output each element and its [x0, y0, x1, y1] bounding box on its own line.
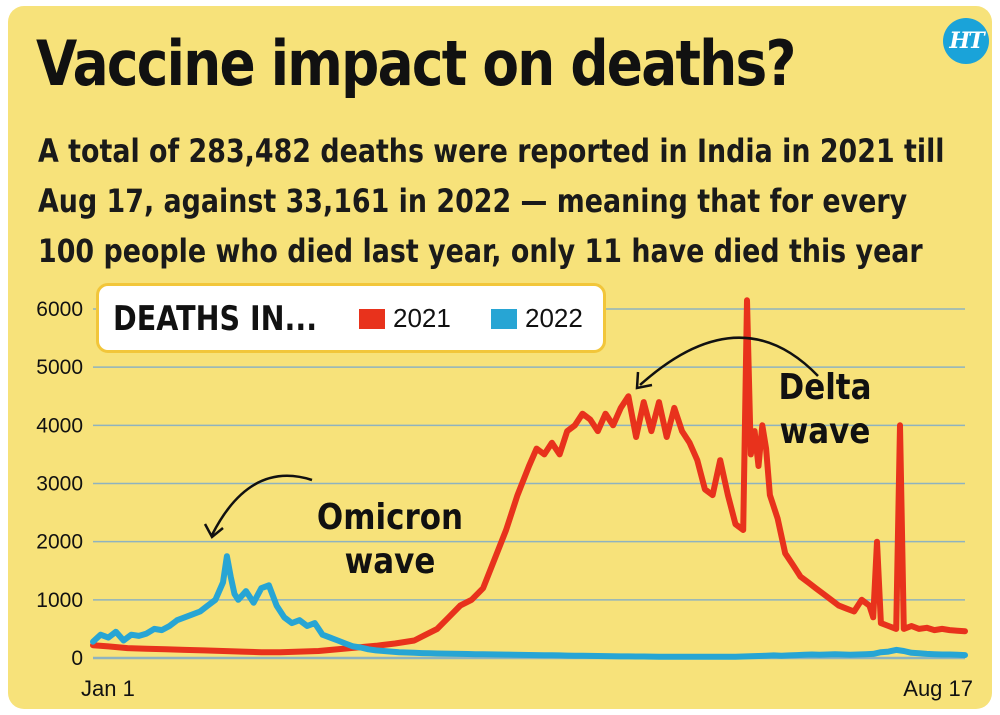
y-axis-ticks: 0 1000 2000 3000 4000 5000 6000 — [36, 298, 83, 670]
y-tick-label: 3000 — [36, 473, 83, 496]
x-tick-label: Jan 1 — [81, 676, 135, 701]
infographic-card: HT Vaccine impact on deaths? A total of … — [8, 6, 992, 709]
x-axis-ticks: Jan 1 Aug 17 — [81, 676, 973, 701]
y-tick-label: 0 — [71, 647, 83, 670]
y-tick-label: 1000 — [36, 589, 83, 612]
x-tick-label: Aug 17 — [903, 676, 973, 701]
y-tick-label: 5000 — [36, 356, 83, 379]
delta-arrowhead — [635, 371, 653, 390]
series-line-2022 — [90, 553, 968, 660]
ht-logo: HT — [943, 18, 989, 64]
chart-legend: DEATHS IN... 2021 2022 — [96, 283, 606, 353]
delta-annotation: Delta wave — [778, 367, 872, 452]
page-subtitle: A total of 283,482 deaths were reported … — [38, 132, 945, 270]
legend-title: DEATHS IN... — [113, 299, 318, 339]
series-line-2021 — [90, 297, 968, 656]
legend-swatch-2022 — [491, 309, 517, 329]
y-tick-label: 4000 — [36, 414, 83, 437]
delta-arrow — [639, 336, 819, 386]
omicron-label-line1: Omicron — [316, 497, 464, 538]
annotation-arrows — [203, 336, 819, 539]
y-tick-label: 6000 — [36, 298, 83, 321]
omicron-arrow — [210, 474, 313, 536]
omicron-arrowhead — [203, 523, 224, 539]
omicron-label-line2: wave — [344, 541, 436, 582]
y-tick-label: 2000 — [36, 531, 83, 554]
legend-swatch-2021 — [359, 309, 385, 329]
page-title: Vaccine impact on deaths? — [36, 27, 796, 100]
series-lines — [90, 297, 968, 660]
legend-label-2022: 2022 — [525, 303, 583, 333]
legend-label-2021: 2021 — [393, 303, 451, 333]
omicron-annotation: Omicron wave — [313, 496, 468, 584]
